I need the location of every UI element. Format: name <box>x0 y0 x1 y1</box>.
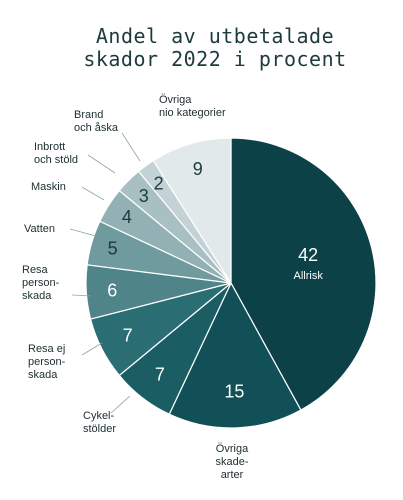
leader-line-2 <box>110 395 131 414</box>
slice-label-4: Resa person-skada <box>22 264 60 302</box>
leader-line-5 <box>69 228 97 237</box>
leader-line-4 <box>71 294 92 297</box>
slice-value-9: 9 <box>193 159 203 179</box>
slice-label-7: Inbrott och stöld <box>34 141 78 166</box>
slice-value-2: 7 <box>155 365 165 385</box>
slice-value-8: 2 <box>154 173 164 193</box>
slice-value-5: 5 <box>108 239 118 259</box>
slice-label-8: Brand och åska <box>74 109 119 134</box>
pie-slice-9 <box>152 137 232 286</box>
slice-label-5: Vatten <box>24 223 55 235</box>
slice-label-3: Resa ej person-skada <box>28 343 66 381</box>
leader-line-3 <box>81 342 103 356</box>
slice-label-0: Allrisk <box>294 270 324 282</box>
chart-title-line-2: skador 2022 i procent <box>83 47 346 71</box>
slice-label-1: Övriga skade-arter <box>215 443 249 481</box>
slice-label-9: Övriga nio kategorier <box>159 94 226 119</box>
pie-slice-1 <box>168 281 302 429</box>
slice-value-7: 3 <box>139 186 149 206</box>
chart-title-line-1: Andel av utbetalade <box>96 24 334 48</box>
leader-line-6 <box>81 186 105 201</box>
pie-slice-0 <box>230 137 377 411</box>
slice-value-3: 7 <box>123 326 133 346</box>
slice-value-1: 15 <box>224 382 244 402</box>
slice-value-4: 6 <box>107 281 117 301</box>
leader-line-7 <box>87 154 116 174</box>
leader-line-8 <box>121 132 141 162</box>
slice-value-6: 4 <box>122 207 132 227</box>
slice-label-2: Cykel-stölder <box>83 410 116 435</box>
slice-value-0: 42 <box>298 245 318 265</box>
slice-label-6: Maskin <box>31 181 66 193</box>
